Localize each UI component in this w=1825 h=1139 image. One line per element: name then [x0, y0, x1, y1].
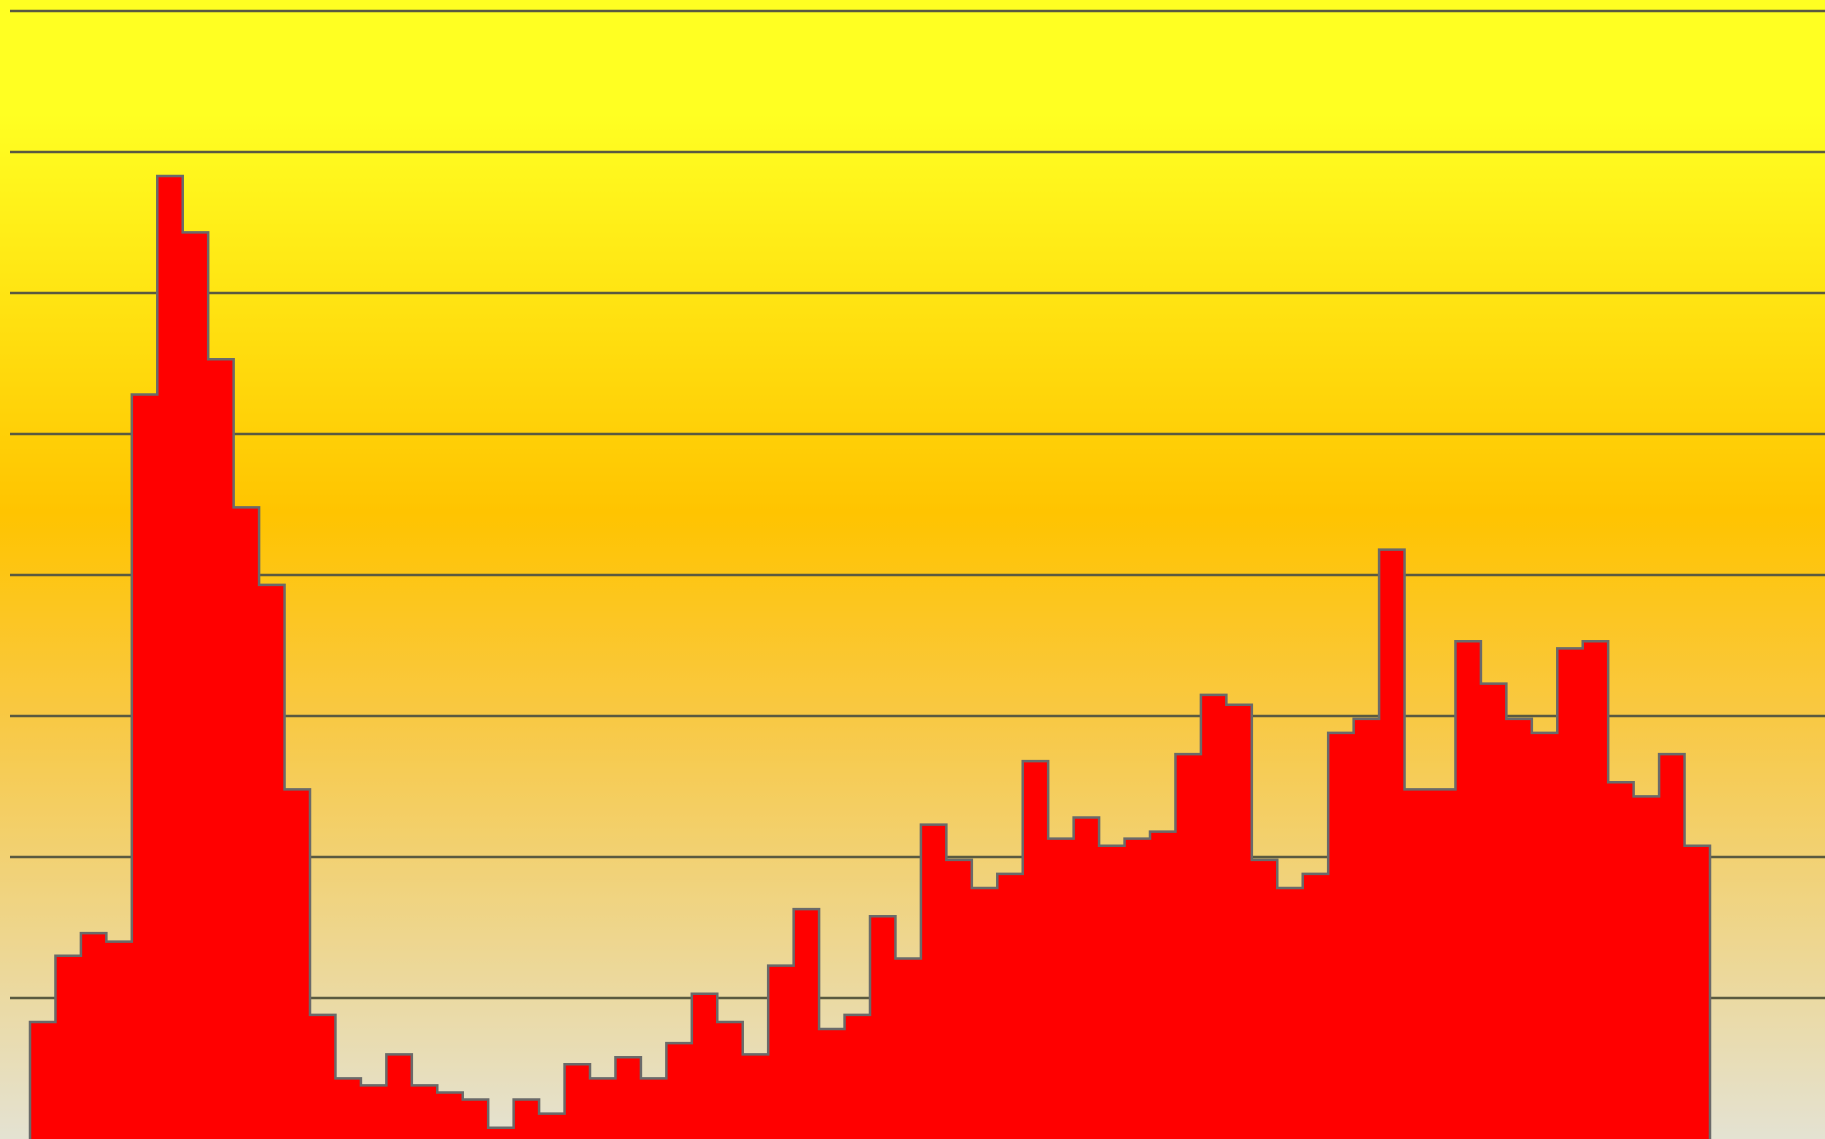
bar	[1099, 845, 1126, 1139]
bar	[1582, 641, 1609, 1139]
bar	[1251, 859, 1278, 1139]
bar	[1506, 718, 1533, 1139]
bar	[259, 584, 286, 1139]
bar	[106, 941, 133, 1139]
bar	[411, 1085, 438, 1139]
bar	[819, 1029, 846, 1139]
bar	[564, 1064, 591, 1139]
bar	[131, 394, 158, 1139]
bar	[55, 955, 82, 1139]
bar	[1684, 845, 1711, 1139]
bar	[1277, 888, 1304, 1139]
bar	[1480, 683, 1507, 1139]
bar	[462, 1099, 489, 1139]
bar	[717, 1021, 744, 1139]
bar	[590, 1078, 617, 1139]
bar	[946, 859, 973, 1139]
bar	[1379, 549, 1406, 1139]
bar	[742, 1054, 769, 1139]
bar	[284, 789, 311, 1139]
bar	[1022, 761, 1049, 1139]
bar	[920, 824, 947, 1139]
bar	[1200, 694, 1227, 1139]
bar	[30, 1021, 57, 1139]
bar	[1150, 831, 1177, 1139]
bar	[1124, 838, 1151, 1139]
bar	[1659, 754, 1686, 1139]
bar	[1557, 648, 1584, 1139]
bar	[1328, 732, 1355, 1139]
bar	[233, 507, 260, 1139]
bar	[513, 1099, 540, 1139]
bar	[360, 1085, 387, 1139]
bar	[1048, 838, 1075, 1139]
bar	[1404, 789, 1431, 1139]
bar	[1302, 873, 1329, 1139]
bar	[844, 1014, 871, 1139]
bar	[768, 965, 795, 1139]
bar	[640, 1078, 667, 1139]
bar	[1633, 796, 1660, 1139]
bar	[971, 888, 998, 1139]
bar	[1175, 754, 1202, 1139]
bar	[1226, 704, 1253, 1139]
gridlines	[10, 9, 1825, 1000]
bar	[691, 993, 718, 1139]
bar	[615, 1057, 642, 1139]
bar	[539, 1113, 566, 1139]
bar	[182, 232, 209, 1139]
bar	[488, 1127, 515, 1139]
bar	[997, 873, 1024, 1139]
bar	[335, 1078, 362, 1139]
bar	[1430, 789, 1457, 1139]
bar	[437, 1092, 464, 1139]
bar	[895, 958, 922, 1139]
bar	[666, 1043, 693, 1139]
bar	[793, 909, 820, 1139]
bar	[386, 1054, 413, 1139]
bar	[1353, 718, 1380, 1139]
bar	[208, 359, 235, 1139]
bar	[870, 916, 897, 1139]
bar	[1608, 782, 1635, 1139]
bar	[1531, 732, 1558, 1139]
bars	[30, 175, 1711, 1139]
bar	[80, 933, 107, 1139]
bar	[1455, 641, 1482, 1139]
series-outline	[28, 174, 1712, 1139]
bar	[1073, 817, 1100, 1139]
bar	[157, 175, 184, 1139]
bar	[310, 1014, 337, 1139]
